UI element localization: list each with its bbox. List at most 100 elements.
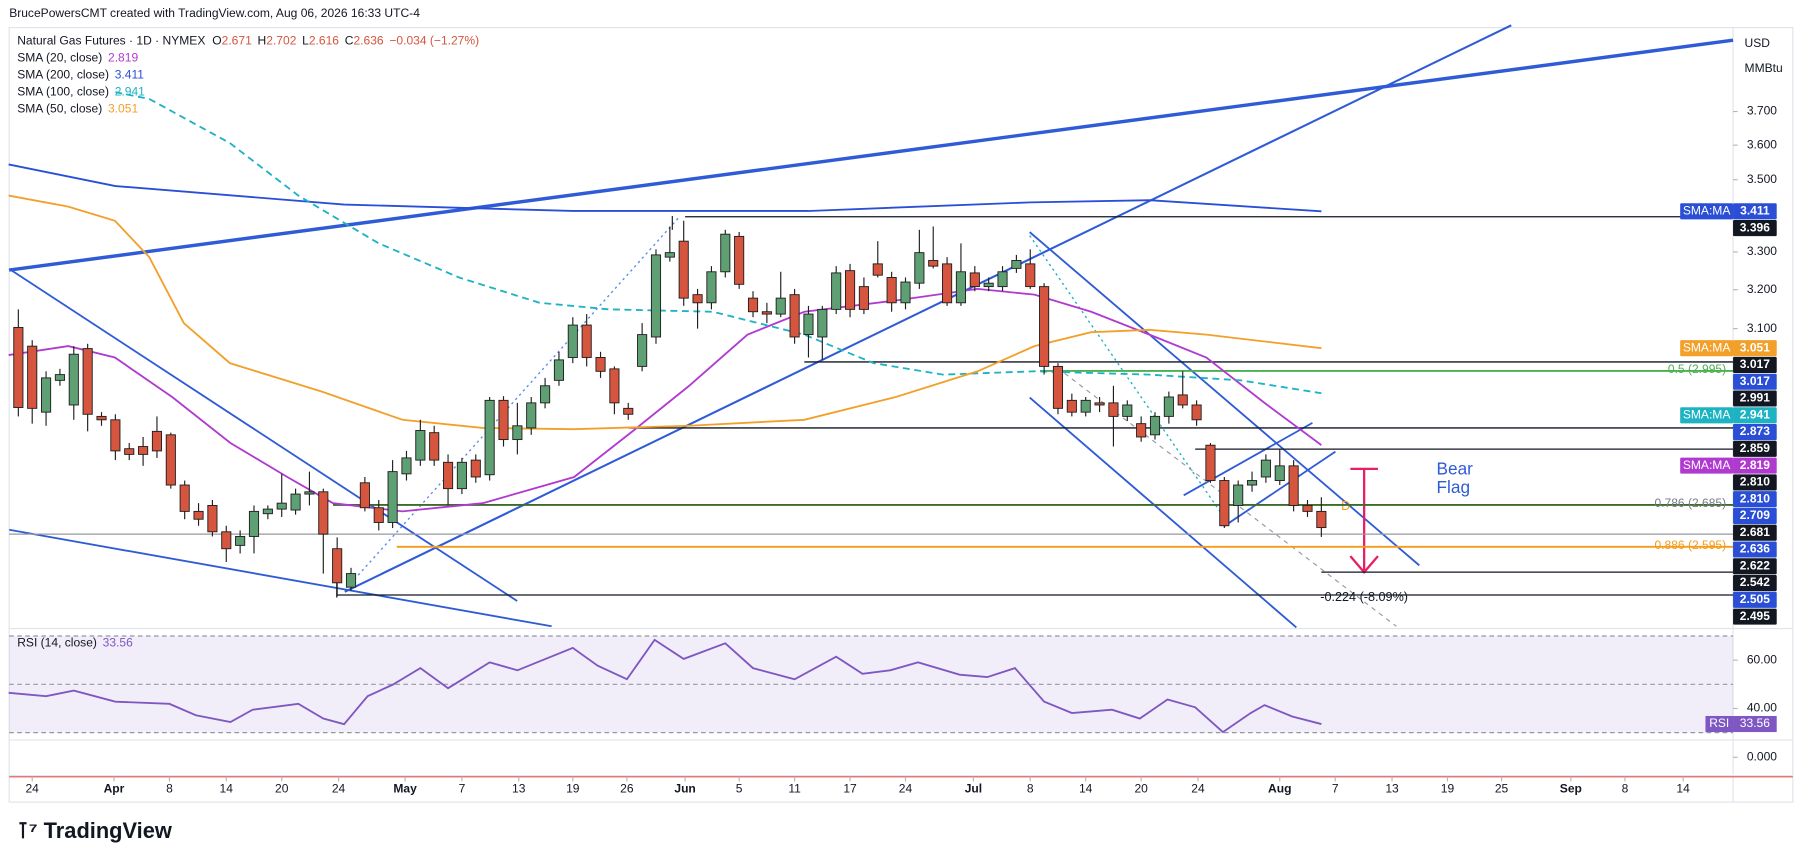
price-label: 2.991	[1740, 391, 1770, 405]
brand-name: TradingView	[44, 818, 173, 843]
candle-body	[526, 402, 537, 429]
price-label: 2.681	[1740, 525, 1770, 539]
legend-name: SMA (100, close)	[17, 85, 109, 99]
candle-body	[484, 399, 495, 476]
price-tag: SMA:MA	[1683, 204, 1731, 218]
candle-body	[262, 508, 273, 515]
candle-body	[470, 459, 481, 478]
candle-body	[138, 446, 149, 455]
price-tag-box	[1680, 457, 1734, 474]
price-label: 2.810	[1740, 491, 1770, 505]
candle-body	[969, 272, 980, 288]
candle-body	[1149, 415, 1161, 436]
channel-line	[1029, 231, 1420, 567]
candle-body	[540, 385, 551, 404]
candle-body	[1302, 504, 1313, 512]
candle-body	[803, 313, 814, 336]
x-tick-label: 13	[1385, 782, 1399, 796]
price-tag: SMA:MA	[1683, 407, 1731, 421]
candle-body	[1246, 480, 1258, 486]
x-tick-label: 11	[788, 782, 801, 796]
candle-body	[637, 334, 648, 367]
legend-value: 3.051	[108, 101, 138, 115]
candle-body	[401, 457, 412, 475]
flag-line	[1223, 450, 1336, 528]
flag-line	[1183, 422, 1313, 497]
candle-body	[235, 535, 246, 546]
x-tick-label: 8	[166, 782, 173, 796]
channel-line	[8, 268, 518, 602]
y-tick-label: 3.100	[1747, 321, 1777, 335]
ohlc-value: 2.702	[266, 34, 296, 48]
legend-name: SMA (200, close)	[17, 68, 109, 82]
candle-body	[221, 531, 232, 550]
ohlc-value: 2.636	[353, 34, 383, 48]
x-tick-label: 26	[620, 782, 634, 796]
candle-body	[706, 271, 717, 304]
ohlc-value: 2.616	[309, 34, 339, 48]
drawings	[8, 24, 1734, 629]
candle-body	[82, 348, 93, 415]
candle-body	[345, 573, 357, 588]
candle-body	[983, 282, 994, 288]
candle-body	[276, 502, 287, 510]
rsi-value-label: 33.56	[1740, 716, 1770, 730]
rsi-tag-box	[1705, 715, 1734, 733]
level-label: 0.786 (2.685)	[1654, 496, 1726, 510]
candle-body	[290, 493, 301, 511]
candle-body	[443, 461, 454, 490]
legend-entry: SMA (200, close) 3.411	[17, 68, 144, 82]
x-tick-label: 19	[566, 782, 580, 796]
candle-body	[27, 345, 38, 409]
rsi-tick-label: 40.00	[1747, 701, 1777, 715]
ohlc-label: O	[212, 34, 221, 48]
price-label: 2.819	[1740, 458, 1770, 472]
measure-label: -0.224 (-8.09%)	[1320, 590, 1408, 604]
price-label: 2.622	[1740, 558, 1770, 572]
price-label-box	[1733, 220, 1777, 237]
candle-body	[1233, 484, 1244, 506]
x-tick-label: Jun	[674, 782, 695, 796]
candle-body	[844, 270, 856, 310]
candle-body	[1066, 399, 1077, 413]
candle-body	[1039, 286, 1050, 367]
candle-body	[498, 399, 509, 441]
candle-body	[775, 297, 786, 315]
candle-body	[96, 415, 107, 421]
price-tag-box	[1680, 340, 1734, 357]
price-label: 3.396	[1740, 220, 1770, 234]
candle-body	[1122, 404, 1133, 417]
rsi-name: RSI (14, close)	[17, 636, 97, 650]
candle-body	[332, 548, 343, 584]
legend-entry: SMA (20, close) 2.819	[17, 51, 138, 65]
candle-body	[68, 353, 79, 406]
candle-body	[1191, 404, 1202, 421]
x-tick-label: 20	[1134, 782, 1148, 796]
x-tick-label: Apr	[104, 782, 125, 796]
x-tick-label: 24	[332, 782, 346, 796]
rsi-legend: RSI (14, close) 33.56	[17, 636, 133, 650]
price-tag: SMA:MA	[1683, 340, 1731, 354]
symbol: Natural Gas Futures · 1D · NYMEX	[17, 34, 205, 48]
price-label: 3.017	[1740, 357, 1770, 371]
candle-body	[429, 432, 440, 461]
price-label: 3.051	[1740, 340, 1770, 354]
price-label-box	[1733, 440, 1777, 457]
candle-body	[1136, 423, 1147, 438]
candle-body	[54, 374, 65, 381]
candle-body	[387, 471, 398, 523]
price-label-box	[1733, 424, 1777, 441]
price-tag: SMA:MA	[1683, 458, 1731, 472]
change: −0.034 (−1.27%)	[389, 34, 479, 48]
x-tick-label: 20	[275, 782, 289, 796]
x-tick-label: 25	[1495, 782, 1509, 796]
price-label: 2.810	[1740, 475, 1770, 489]
frame-border	[8, 27, 1794, 803]
candle-body	[304, 491, 315, 495]
price-tag-box	[1680, 203, 1734, 220]
candle-body	[581, 324, 592, 358]
unit: MMBtu	[1745, 61, 1783, 75]
price-label: 2.636	[1740, 542, 1770, 556]
candle-body	[1205, 444, 1216, 482]
candle-body	[456, 461, 467, 490]
